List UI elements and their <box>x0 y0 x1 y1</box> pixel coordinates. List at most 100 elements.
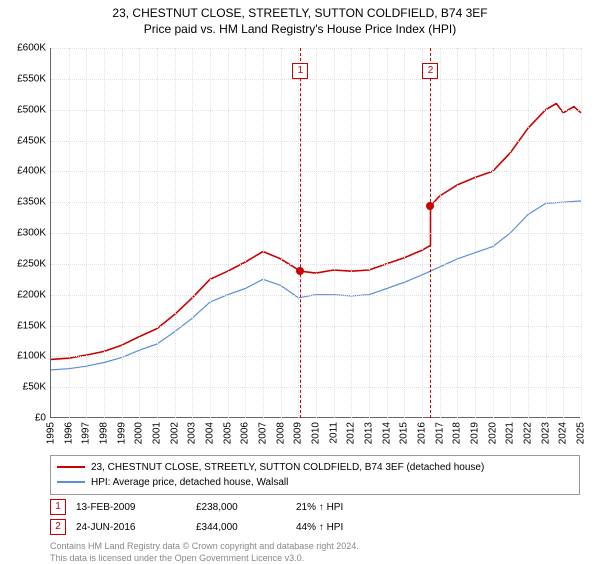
sale-price: £344,000 <box>196 522 296 533</box>
grid-line-v <box>192 48 193 418</box>
sale-vline <box>300 48 301 418</box>
y-tick-label: £150K <box>6 320 46 331</box>
x-tick-label: 1997 <box>81 422 92 444</box>
chart-area: £0£50K£100K£150K£200K£250K£300K£350K£400… <box>50 48 580 418</box>
x-tick-label: 2014 <box>381 422 392 444</box>
y-tick-label: £200K <box>6 289 46 300</box>
x-tick-label: 2003 <box>187 422 198 444</box>
x-tick-label: 2008 <box>275 422 286 444</box>
grid-line-v <box>263 48 264 418</box>
grid-line-v <box>493 48 494 418</box>
x-tick-label: 2006 <box>240 422 251 444</box>
y-tick-label: £100K <box>6 351 46 362</box>
grid-line-v <box>546 48 547 418</box>
x-tick-label: 2016 <box>417 422 428 444</box>
y-tick-label: £0 <box>6 413 46 424</box>
x-tick-label: 2024 <box>558 422 569 444</box>
grid-line-v <box>334 48 335 418</box>
y-tick-label: £550K <box>6 73 46 84</box>
chart-title-block: 23, CHESTNUT CLOSE, STREETLY, SUTTON COL… <box>0 0 600 37</box>
y-tick-label: £250K <box>6 258 46 269</box>
x-tick-label: 2017 <box>434 422 445 444</box>
x-tick-label: 2007 <box>258 422 269 444</box>
grid-line-v <box>369 48 370 418</box>
x-tick-label: 1995 <box>46 422 57 444</box>
x-tick-label: 2004 <box>205 422 216 444</box>
x-tick-label: 2005 <box>222 422 233 444</box>
x-tick-label: 2018 <box>452 422 463 444</box>
sale-row: 113-FEB-2009£238,00021% ↑ HPI <box>50 499 580 515</box>
legend-row: HPI: Average price, detached house, Wals… <box>57 475 573 490</box>
x-tick-label: 2011 <box>328 422 339 444</box>
sale-date: 13-FEB-2009 <box>76 502 196 513</box>
grid-line-v <box>281 48 282 418</box>
grid-line-v <box>404 48 405 418</box>
grid-line-v <box>298 48 299 418</box>
y-tick-label: £400K <box>6 166 46 177</box>
grid-line-v <box>69 48 70 418</box>
grid-line-v <box>422 48 423 418</box>
sale-pct-vs-hpi: 44% ↑ HPI <box>296 522 396 533</box>
title-line-2: Price paid vs. HM Land Registry's House … <box>0 22 600 38</box>
x-tick-label: 1999 <box>116 422 127 444</box>
y-tick-label: £450K <box>6 135 46 146</box>
legend-swatch <box>57 466 85 468</box>
legend-label: HPI: Average price, detached house, Wals… <box>91 477 288 488</box>
x-tick-label: 2022 <box>523 422 534 444</box>
attribution-text: Contains HM Land Registry data © Crown c… <box>50 541 580 564</box>
grid-line-v <box>351 48 352 418</box>
y-tick-label: £350K <box>6 197 46 208</box>
x-tick-label: 2012 <box>346 422 357 444</box>
legend-area: 23, CHESTNUT CLOSE, STREETLY, SUTTON COL… <box>50 455 580 564</box>
grid-line-v <box>316 48 317 418</box>
sale-vline <box>430 48 431 418</box>
x-tick-label: 2020 <box>487 422 498 444</box>
sale-marker-box: 2 <box>422 63 438 79</box>
title-line-1: 23, CHESTNUT CLOSE, STREETLY, SUTTON COL… <box>0 6 600 22</box>
grid-line-v <box>510 48 511 418</box>
plot-region: £0£50K£100K£150K£200K£250K£300K£350K£400… <box>50 48 580 418</box>
grid-line-v <box>245 48 246 418</box>
grid-line-v <box>528 48 529 418</box>
sale-marker-box: 1 <box>292 63 308 79</box>
grid-line-v <box>228 48 229 418</box>
grid-line-v <box>457 48 458 418</box>
legend-swatch <box>57 481 85 483</box>
x-tick-label: 2025 <box>576 422 587 444</box>
x-tick-label: 2009 <box>293 422 304 444</box>
y-tick-label: £50K <box>6 382 46 393</box>
attrib-line-1: Contains HM Land Registry data © Crown c… <box>50 541 359 551</box>
x-tick-label: 2023 <box>540 422 551 444</box>
legend-row: 23, CHESTNUT CLOSE, STREETLY, SUTTON COL… <box>57 460 573 475</box>
grid-line-v <box>563 48 564 418</box>
x-tick-label: 2015 <box>399 422 410 444</box>
grid-line-v <box>86 48 87 418</box>
sale-row: 2 24-JUN-2016£344,00044% ↑ HPI <box>50 519 580 535</box>
grid-line-v <box>104 48 105 418</box>
sale-marker-inline: 2 <box>50 519 66 535</box>
x-tick-label: 1998 <box>99 422 110 444</box>
sale-pct-vs-hpi: 21% ↑ HPI <box>296 502 396 513</box>
x-tick-label: 2013 <box>364 422 375 444</box>
grid-line-v <box>122 48 123 418</box>
grid-line-v <box>475 48 476 418</box>
sale-date: 24-JUN-2016 <box>76 522 196 533</box>
grid-line-v <box>157 48 158 418</box>
grid-line-v <box>440 48 441 418</box>
x-tick-label: 2019 <box>470 422 481 444</box>
x-tick-label: 2010 <box>311 422 322 444</box>
sales-rows: 113-FEB-2009£238,00021% ↑ HPI224-JUN-201… <box>50 499 580 535</box>
sale-marker-inline: 1 <box>50 499 66 515</box>
legend-label: 23, CHESTNUT CLOSE, STREETLY, SUTTON COL… <box>91 462 484 473</box>
grid-line-v <box>139 48 140 418</box>
grid-line-v <box>210 48 211 418</box>
x-tick-label: 1996 <box>63 422 74 444</box>
legend-box: 23, CHESTNUT CLOSE, STREETLY, SUTTON COL… <box>50 455 580 495</box>
x-tick-label: 2002 <box>169 422 180 444</box>
grid-line-v <box>387 48 388 418</box>
grid-line-v <box>581 48 582 418</box>
x-tick-label: 2001 <box>152 422 163 444</box>
sale-point-dot <box>426 202 434 210</box>
attrib-line-2: This data is licensed under the Open Gov… <box>50 553 304 563</box>
y-tick-label: £500K <box>6 104 46 115</box>
